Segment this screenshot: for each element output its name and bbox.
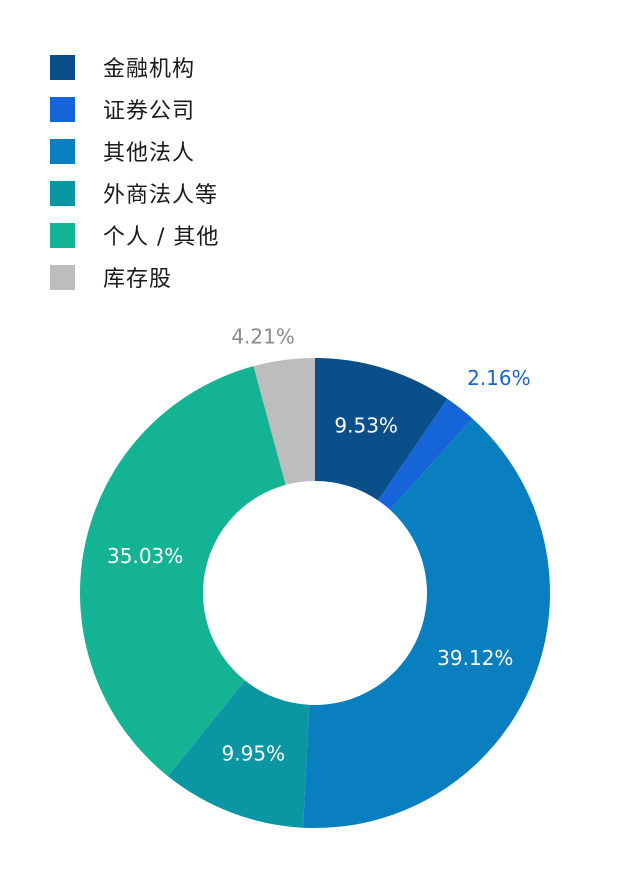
slice-label: 9.53% [334, 414, 398, 438]
donut-slice [253, 358, 315, 485]
donut-slice [378, 398, 473, 510]
legend-swatch [50, 180, 75, 206]
legend: 金融机构证券公司其他法人外商法人等个人 / 其他 库存股 [50, 46, 450, 298]
legend-label: 金融机构 [103, 57, 196, 82]
slice-label: 39.12% [437, 646, 513, 670]
legend-item: 外商法人等 [50, 172, 450, 214]
donut-slice [80, 366, 286, 777]
legend-swatch [50, 54, 75, 80]
donut-slice [303, 418, 551, 828]
legend-label: 个人 / 其他 [103, 225, 220, 250]
donut-slice [315, 358, 448, 501]
legend-label: 证券公司 [103, 99, 196, 124]
legend-swatch [50, 264, 75, 290]
legend-swatch [50, 222, 75, 248]
legend-label: 外商法人等 [103, 183, 219, 208]
donut-slice [167, 680, 310, 828]
legend-item: 其他法人 [50, 130, 450, 172]
slice-label: 2.16% [467, 366, 531, 390]
legend-swatch [50, 96, 75, 122]
legend-label: 库存股 [103, 267, 173, 292]
legend-item: 金融机构 [50, 46, 450, 88]
slice-label: 9.95% [222, 742, 286, 766]
legend-swatch [50, 138, 75, 164]
legend-label: 其他法人 [103, 141, 196, 166]
legend-item: 个人 / 其他 [50, 214, 450, 256]
legend-item: 库存股 [50, 256, 450, 298]
slice-label: 35.03% [107, 544, 183, 568]
slice-label: 4.21% [231, 325, 295, 349]
legend-item: 证券公司 [50, 88, 450, 130]
